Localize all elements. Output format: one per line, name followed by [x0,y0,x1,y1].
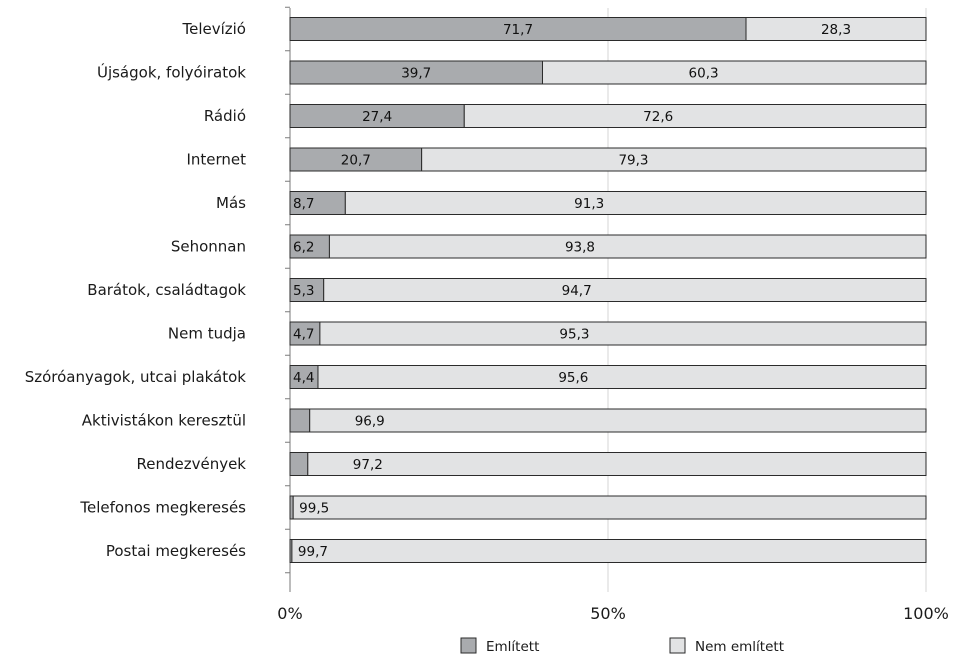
bar-segment-not-mentioned [309,408,927,433]
bar-segment-not-mentioned [323,278,927,302]
bar-segment-not-mentioned [421,147,927,172]
data-label: 6,2 [293,240,314,256]
category-label: Szóróanyagok, utcai plakátok [25,368,247,386]
bar-segment-not-mentioned [463,104,927,128]
bar-segment-not-mentioned [291,539,927,563]
category-label: Sehonnan [171,238,246,256]
bar-segment-not-mentioned [319,321,927,346]
bar-segment-not-mentioned [344,191,927,215]
x-tick-label: 50% [590,604,626,623]
category-label: Nem tudja [168,325,246,343]
data-label: 93,8 [565,240,595,256]
data-label: 94,7 [562,283,592,299]
data-label: 96,9 [355,414,385,430]
legend: Említett Nem említett [460,637,784,655]
category-label: Aktivistákon keresztül [82,412,246,430]
category-labels: Televízió Újságok, folyóiratok Rádió Intern… [25,20,247,560]
data-label: 4,4 [293,370,314,386]
data-label: 79,3 [618,153,648,169]
category-label: Más [216,194,246,212]
x-tick-label: 100% [903,604,949,623]
data-label: 95,6 [558,370,588,386]
data-label: 91,3 [574,196,604,212]
data-label: 71,7 [503,22,533,38]
data-label: 39,7 [401,66,431,82]
category-label: Rendezvények [136,455,246,473]
bars: 71,7 28,3 39,7 60,3 27,4 72,6 20,7 79,3 8,7 91,3 6… [289,17,927,563]
bar-segment-not-mentioned [541,60,927,85]
x-tick-labels: 0% 50% 100% [277,604,949,623]
data-label: 28,3 [821,22,851,38]
data-label: 99,5 [299,501,329,517]
category-label: Telefonos megkeresés [79,499,246,517]
data-label: 95,3 [559,327,589,343]
data-label: 4,7 [293,327,314,343]
category-label: Barátok, családtagok [87,281,246,299]
category-label: Televízió [181,20,246,38]
data-label: 8,7 [293,196,314,212]
bar-segment-mentioned [289,408,311,433]
bar-segment-not-mentioned [307,452,927,476]
legend-label: Nem említett [695,639,784,655]
legend-swatch [460,637,477,654]
legend-swatch [669,637,686,654]
bar-segment-mentioned [289,452,309,476]
data-label: 72,6 [643,109,673,125]
legend-label: Említett [486,639,539,655]
category-label: Internet [186,151,246,169]
data-label: 97,2 [353,457,383,473]
bar-segment-not-mentioned [292,495,927,520]
bar-segment-not-mentioned [317,365,927,389]
data-label: 5,3 [293,283,314,299]
data-label: 27,4 [362,109,392,125]
bar-segment-not-mentioned [328,234,927,259]
data-label: 60,3 [689,66,719,82]
data-label: 99,7 [298,544,328,560]
category-label: Rádió [204,107,246,125]
data-label: 20,7 [341,153,371,169]
category-label: Postai megkeresés [106,542,246,560]
bar-segment-not-mentioned [745,17,927,41]
x-tick-label: 0% [277,604,302,623]
category-label: Újságok, folyóiratok [97,63,246,82]
